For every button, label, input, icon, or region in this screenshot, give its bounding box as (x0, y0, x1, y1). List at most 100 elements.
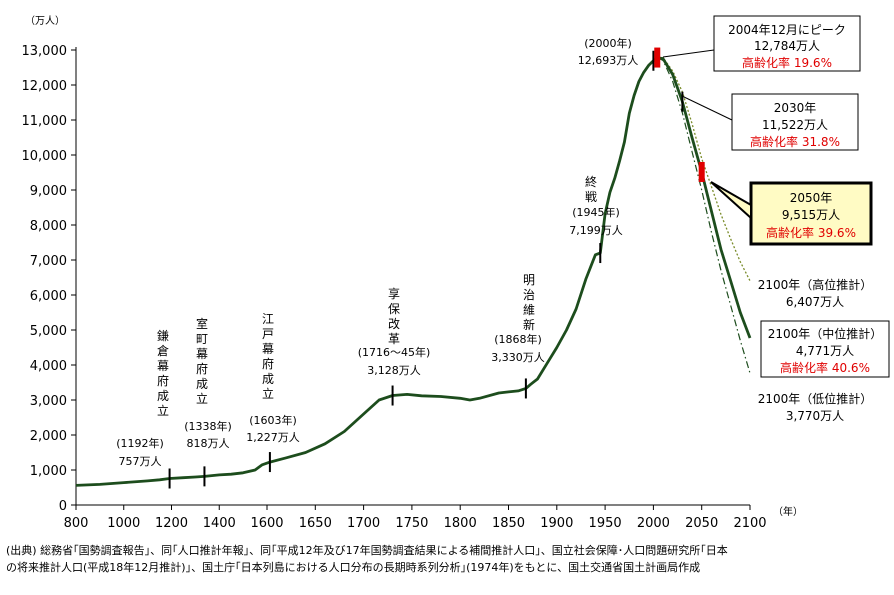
era-label-1-char: 室 (196, 316, 208, 331)
year-2050-marker (698, 161, 705, 182)
era-label-4-char: 明 (523, 273, 535, 287)
peak-marker (654, 47, 661, 68)
y-tick-label: 13,000 (22, 44, 68, 59)
year-2030-line1: 2030年 (774, 101, 817, 115)
era-pop-5: 7,199万人 (569, 224, 623, 237)
era-label-0-char: 成 (157, 389, 169, 403)
y-tick-label: 12,000 (22, 79, 68, 94)
y-tick-label: 5,000 (30, 324, 67, 339)
mid-estimate-line1: 2100年（中位推計） (768, 326, 883, 341)
series-main-line (75, 56, 752, 487)
low-estimate-line1: 2100年（低位推計） (758, 391, 873, 406)
x-tick-label: 1700 (347, 516, 380, 531)
y-tick-label: 2,000 (30, 429, 67, 444)
low-estimate-line2: 3,770万人 (786, 409, 844, 423)
era-year-3: (1716～45年) (358, 345, 431, 359)
x-tick-label: 1000 (107, 516, 140, 531)
population-chart: 0 1,000 2,000 3,000 4,000 5,000 6,000 7,000 8,00… (22, 15, 890, 531)
era-label-1-char: 立 (196, 391, 208, 406)
era-label-0-char: 府 (157, 373, 169, 388)
era-pop-4: 3,330万人 (491, 351, 545, 364)
era-label-1-char: 府 (196, 361, 208, 376)
x-tick-label: 800 (64, 516, 89, 531)
era-label-2-char: 成 (262, 372, 274, 386)
year-2050-line1: 2050年 (790, 191, 833, 205)
era-pop-1: 818万人 (187, 437, 230, 450)
era-label-3-char: 享 (388, 286, 400, 301)
era-year-1: (1338年) (184, 419, 232, 433)
era-pop-3: 3,128万人 (367, 364, 421, 377)
year-2050-line3: 高齢化率 39.6% (766, 225, 856, 240)
chart-axes: 0 1,000 2,000 3,000 4,000 5,000 6,000 7,000 8,00… (22, 15, 804, 531)
era-label-2-char: 府 (262, 356, 274, 371)
y-tick-label: 3,000 (30, 394, 67, 409)
mid-estimate-line2: 4,771万人 (796, 344, 854, 358)
era-label-1-char: 町 (196, 332, 208, 346)
era-label-2-char: 江 (262, 312, 274, 326)
peak-box (713, 15, 861, 72)
y-tick-label: 0 (59, 499, 67, 514)
chart-lines (75, 47, 752, 489)
high-estimate-line1: 2100年（高位推計） (758, 277, 873, 292)
year-2030-connector (681, 95, 733, 121)
era-label-1-char: 成 (196, 377, 208, 391)
x-tick-label: 1950 (589, 516, 622, 531)
year-2000-label: (2000年) (584, 36, 632, 50)
year-2000-pop: 12,693万人 (578, 54, 639, 67)
era-label-0-char: 倉 (157, 343, 169, 358)
peak-line1: 2004年12月にピーク (728, 23, 846, 37)
x-tick-label: 1200 (155, 516, 188, 531)
y-tick-label: 4,000 (30, 359, 67, 374)
era-year-5: (1945年) (572, 205, 620, 219)
era-label-4-char: 新 (523, 317, 535, 332)
peak-line3: 高齢化率 19.6% (742, 55, 832, 70)
era-label-5: 終戦 (585, 174, 597, 204)
year-2050-callout (710, 181, 752, 221)
year-2050-line2: 9,515万人 (782, 208, 840, 222)
high-estimate-line2: 6,407万人 (786, 295, 844, 309)
era-pop-2: 1,227万人 (246, 431, 300, 444)
era-label-2-char: 幕 (262, 342, 274, 356)
era-label-2-char: 戸 (262, 327, 274, 341)
year-2030-box (731, 93, 859, 151)
y-tick-label: 9,000 (30, 184, 67, 199)
era-year-2: (1603年) (249, 413, 297, 427)
era-label-5-char: 終 (585, 174, 597, 189)
y-tick-label: 6,000 (30, 289, 67, 304)
x-tick-label: 2000 (637, 516, 670, 531)
y-tick-label: 10,000 (22, 149, 68, 164)
era-label-5-char: 戦 (585, 190, 597, 204)
series-high-line (657, 56, 751, 282)
era-label-0-char: 鎌 (157, 328, 169, 343)
peak-line2: 12,784万人 (754, 39, 820, 53)
y-tick-label: 8,000 (30, 219, 67, 234)
year-2030-line3: 高齢化率 31.8% (750, 134, 840, 149)
era-label-2-char: 立 (262, 386, 274, 401)
era-label-3-char: 革 (388, 332, 400, 346)
era-year-4: (1868年) (494, 332, 542, 346)
x-tick-label: 1750 (395, 516, 428, 531)
series-low-line (657, 57, 751, 374)
era-label-0-char: 立 (157, 403, 169, 418)
y-tick-label: 1,000 (30, 464, 67, 479)
year-2050-box (749, 181, 873, 246)
era-label-3-char: 保 (388, 302, 400, 316)
y-axis-unit: （万人） (25, 15, 65, 27)
era-label-4-char: 治 (523, 288, 535, 302)
chart-annotations: 鎌倉幕府成立(1192年)757万人室町幕府成立(1338年)818万人江戸幕府… (116, 15, 890, 468)
peak-connector (662, 49, 715, 58)
x-tick-label: 1850 (492, 516, 525, 531)
source-note: (出典) 総務省｢国勢調査報告｣、同｢人口推計年報｣、同｢平成12年及び17年国… (6, 544, 728, 574)
year-2030-line2: 11,522万人 (762, 118, 828, 132)
x-tick-label: 1650 (299, 516, 332, 531)
era-label-3-char: 改 (388, 317, 400, 331)
x-axis-unit: （年） (773, 505, 803, 518)
x-tick-label: 2100 (733, 516, 766, 531)
era-label-4-char: 維 (523, 303, 535, 317)
x-tick-label: 1600 (250, 516, 283, 531)
